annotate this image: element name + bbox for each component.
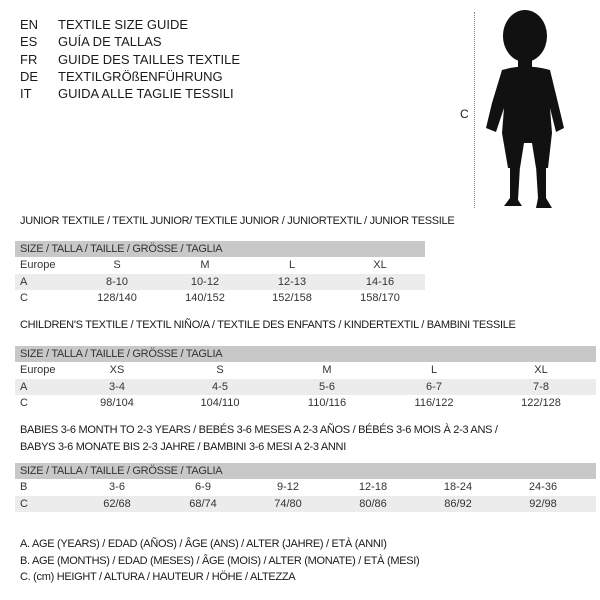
table-cell: 62/68 bbox=[103, 497, 131, 510]
row-label: C bbox=[20, 292, 28, 304]
language-code: EN bbox=[20, 17, 39, 32]
row-label: C bbox=[20, 497, 28, 510]
table-cell: M bbox=[322, 364, 332, 376]
table-row: B 3-6 6-9 9-12 12-18 18-24 24-36 bbox=[15, 479, 596, 496]
size-table: SIZE / TALLA / TAILLE / GRÖSSE / TAGLIA B… bbox=[15, 463, 596, 512]
table-row: Europe XS S M L XL bbox=[15, 362, 596, 379]
table-header: SIZE / TALLA / TAILLE / GRÖSSE / TAGLIA bbox=[15, 463, 596, 479]
table-cell: 92/98 bbox=[529, 497, 557, 510]
table-cell: 18-24 bbox=[443, 481, 473, 493]
legend-item: B. AGE (MONTHS) / EDAD (MESES) / ÂGE (MO… bbox=[20, 554, 420, 567]
language-title: GUIDE DES TAILLES TEXTILE bbox=[58, 51, 241, 67]
table-row: C 128/140 140/152 152/158 158/170 bbox=[15, 290, 425, 307]
table-title: BABYS 3-6 MONATE BIS 2-3 JAHRE / BAMBINI… bbox=[20, 441, 346, 453]
table-cell: S bbox=[113, 259, 121, 271]
table-cell: XL bbox=[373, 259, 387, 271]
table-cell: 4-5 bbox=[212, 380, 228, 393]
table-cell: M bbox=[200, 259, 210, 271]
table-header: SIZE / TALLA / TAILLE / GRÖSSE / TAGLIA bbox=[15, 346, 596, 362]
language-title: GUÍA DE TALLAS bbox=[58, 34, 162, 50]
table-cell: 3-4 bbox=[109, 380, 125, 393]
table-cell: 7-8 bbox=[533, 380, 549, 393]
table-cell: 86/92 bbox=[444, 497, 472, 510]
table-cell: 5-6 bbox=[319, 380, 335, 393]
table-cell: 98/104 bbox=[100, 397, 134, 409]
table-cell: 152/158 bbox=[272, 292, 312, 304]
table-cell: 9-12 bbox=[276, 481, 300, 493]
table-cell: 104/110 bbox=[200, 397, 240, 409]
table-cell: S bbox=[216, 364, 224, 376]
size-table: SIZE / TALLA / TAILLE / GRÖSSE / TAGLIA E… bbox=[15, 346, 596, 412]
language-title: TEXTILGRÖßENFÜHRUNG bbox=[58, 68, 223, 84]
table-row: Europe S M L XL bbox=[15, 257, 425, 274]
language-code: IT bbox=[20, 86, 32, 102]
row-label: C bbox=[20, 397, 28, 409]
language-code: ES bbox=[20, 34, 38, 50]
row-label: A bbox=[20, 275, 28, 288]
table-cell: 74/80 bbox=[274, 497, 302, 510]
table-cell: 122/128 bbox=[521, 397, 561, 409]
table-cell: 8-10 bbox=[105, 275, 129, 288]
table-cell: 24-36 bbox=[528, 481, 558, 493]
table-cell: 158/170 bbox=[360, 292, 400, 304]
table-cell: 116/122 bbox=[414, 397, 454, 409]
language-code: FR bbox=[20, 51, 38, 67]
table-cell: 140/152 bbox=[185, 292, 225, 304]
table-row: C 98/104 104/110 110/116 116/122 122/128 bbox=[15, 395, 596, 412]
table-cell: 68/74 bbox=[189, 497, 217, 510]
table-cell: L bbox=[430, 364, 438, 376]
table-cell: 110/116 bbox=[307, 397, 347, 409]
row-label: Europe bbox=[20, 259, 56, 271]
table-row: A 8-10 10-12 12-13 14-16 bbox=[15, 273, 425, 290]
table-cell: 14-16 bbox=[365, 275, 395, 288]
table-cell: 80/86 bbox=[359, 497, 387, 510]
language-title: TEXTILE SIZE GUIDE bbox=[58, 17, 189, 32]
table-cell: 128/140 bbox=[97, 292, 137, 304]
table-title: CHILDREN'S TEXTILE / TEXTIL NIÑO/A / TEX… bbox=[20, 319, 516, 331]
child-silhouette-icon bbox=[486, 10, 564, 208]
table-cell: XS bbox=[109, 364, 125, 376]
row-label: A bbox=[20, 380, 28, 393]
table-row: A 3-4 4-5 5-6 6-7 7-8 bbox=[15, 378, 596, 395]
language-code: DE bbox=[20, 68, 39, 84]
language-title: GUIDA ALLE TAGLIE TESSILI bbox=[58, 86, 234, 102]
legend-item: A. AGE (YEARS) / EDAD (AÑOS) / ÂGE (ANS)… bbox=[20, 538, 387, 550]
table-cell: 6-7 bbox=[426, 380, 442, 393]
table-cell: 3-6 bbox=[109, 481, 125, 493]
table-cell: 12-18 bbox=[358, 481, 388, 493]
table-cell: 10-12 bbox=[190, 275, 220, 288]
legend-item: C. (cm) HEIGHT / ALTURA / HAUTEUR / HÖHE… bbox=[20, 571, 296, 583]
table-title: JUNIOR TEXTILE / TEXTIL JUNIOR/ TEXTILE … bbox=[20, 215, 455, 227]
table-cell: 12-13 bbox=[277, 275, 307, 288]
size-table: SIZE / TALLA / TAILLE / GRÖSSE / TAGLIA E… bbox=[15, 241, 425, 307]
table-cell: 6-9 bbox=[195, 481, 211, 493]
height-measure-line bbox=[474, 12, 475, 208]
height-measure-label: C bbox=[460, 107, 469, 121]
table-header: SIZE / TALLA / TAILLE / GRÖSSE / TAGLIA bbox=[15, 241, 425, 257]
row-label: B bbox=[20, 481, 28, 493]
table-row: C 62/68 68/74 74/80 80/86 86/92 92/98 bbox=[15, 495, 596, 512]
table-title: BABIES 3-6 MONTH TO 2-3 YEARS / BEBÉS 3-… bbox=[20, 424, 498, 436]
row-label: Europe bbox=[20, 364, 56, 376]
table-cell: L bbox=[288, 259, 296, 271]
table-cell: XL bbox=[534, 364, 548, 376]
